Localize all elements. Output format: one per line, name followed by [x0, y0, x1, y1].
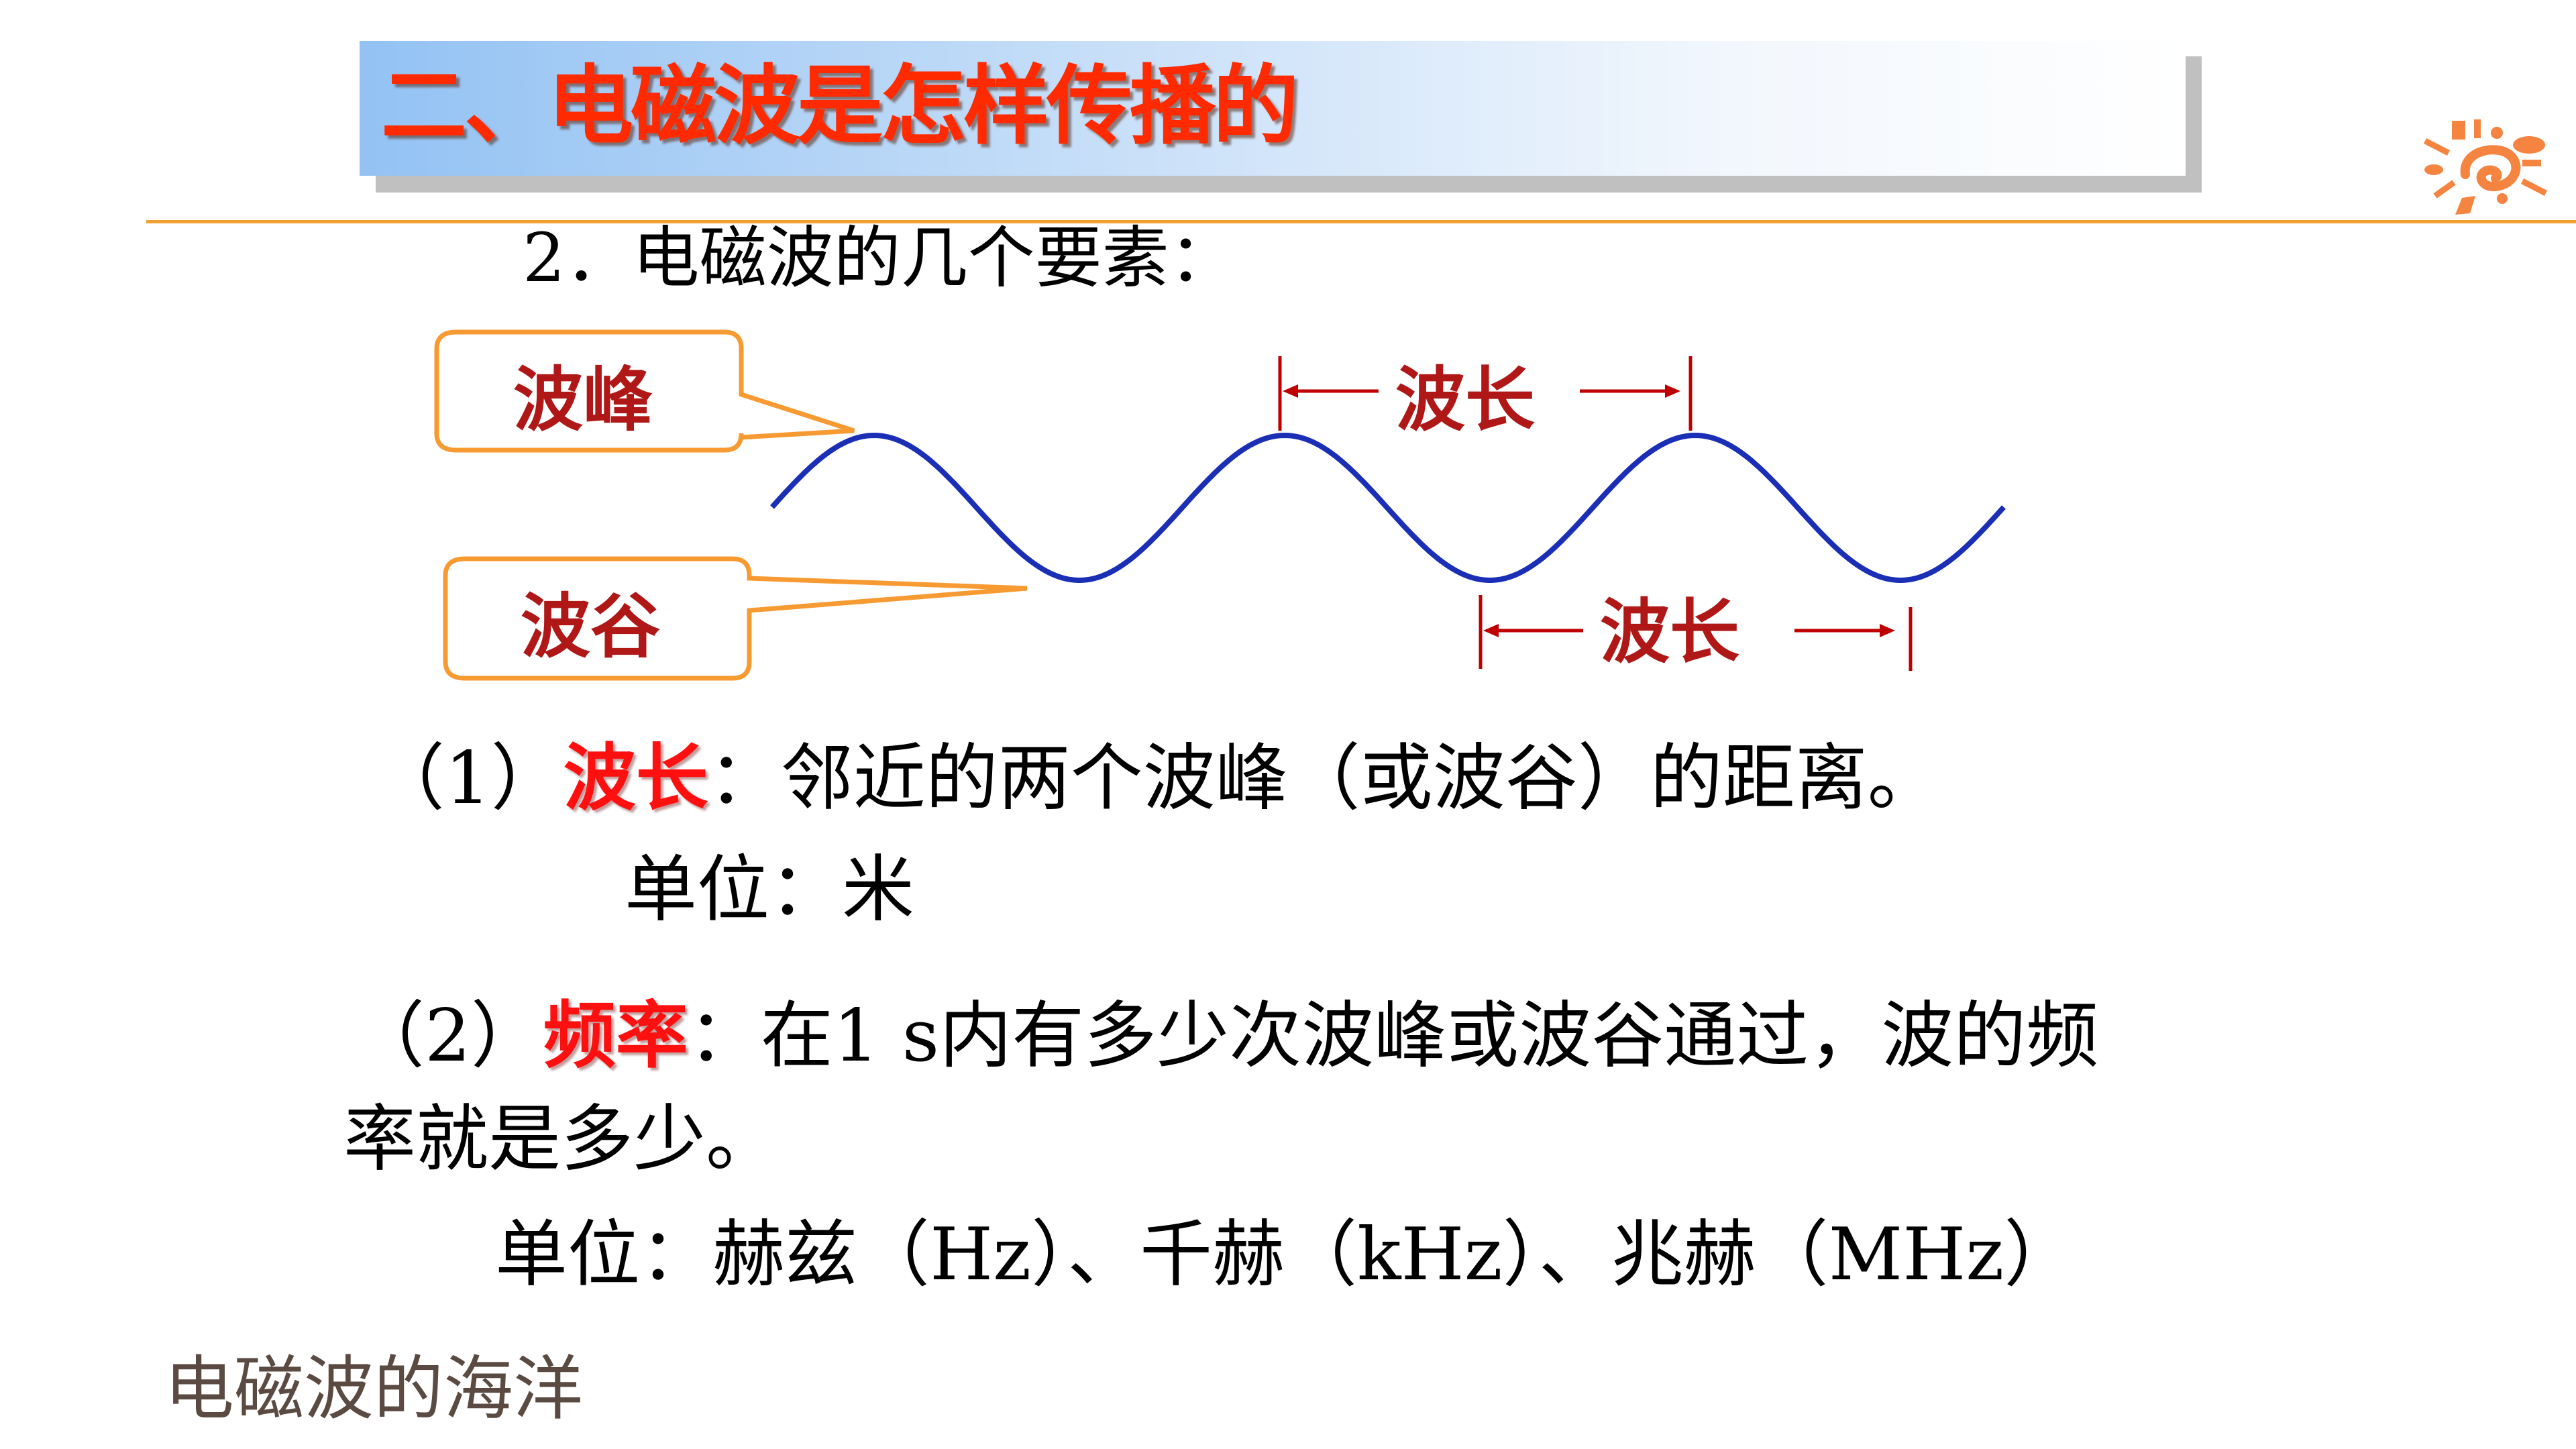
wavelength-unit: 单位：米 [625, 848, 915, 932]
trough-callout [443, 556, 1028, 681]
definition-wavelength: （1）波长：邻近的两个波峰（或波谷）的距离。 [372, 735, 1940, 822]
definition-number: （2） [352, 994, 543, 1078]
footer-text: 电磁波的海洋 [164, 1348, 584, 1430]
crest-callout [434, 329, 855, 453]
sun-spiral-logo-icon [2423, 119, 2548, 215]
header-divider [146, 220, 2576, 223]
sine-wave [770, 432, 2006, 583]
trough-label: 波谷 [521, 586, 660, 667]
wave-diagram: 波峰 波谷 波长 波长 [434, 329, 2006, 681]
crest-label: 波峰 [513, 359, 653, 441]
definition-frequency-continued: 率就是多少。 [343, 1097, 779, 1181]
wavelength-label-bottom: 波长 [1600, 591, 1739, 673]
term-frequency: 频率 [543, 994, 688, 1078]
slide-title: 二、电磁波是怎样传播的 [381, 56, 1299, 156]
definition-number: （1） [372, 737, 564, 820]
wavelength-marker-bottom [1479, 595, 1913, 671]
section-subheading: 2．电磁波的几个要素： [523, 219, 1236, 297]
definition-frequency: （2）频率：在1 s内有多少次波峰或波谷通过，波的频 [352, 993, 2098, 1080]
term-wavelength: 波长 [563, 737, 708, 820]
wavelength-label-top: 波长 [1395, 359, 1535, 441]
definition-text: ：在1 s内有多少次波峰或波谷通过，波的频 [688, 994, 2099, 1078]
title-banner [360, 41, 2186, 176]
frequency-unit: 单位：赫兹（Hz）、千赫（kHz）、兆赫（MHz） [495, 1213, 2077, 1297]
definition-text: ：邻近的两个波峰（或波谷）的距离。 [708, 737, 1940, 820]
wavelength-marker-top [1278, 356, 1693, 431]
